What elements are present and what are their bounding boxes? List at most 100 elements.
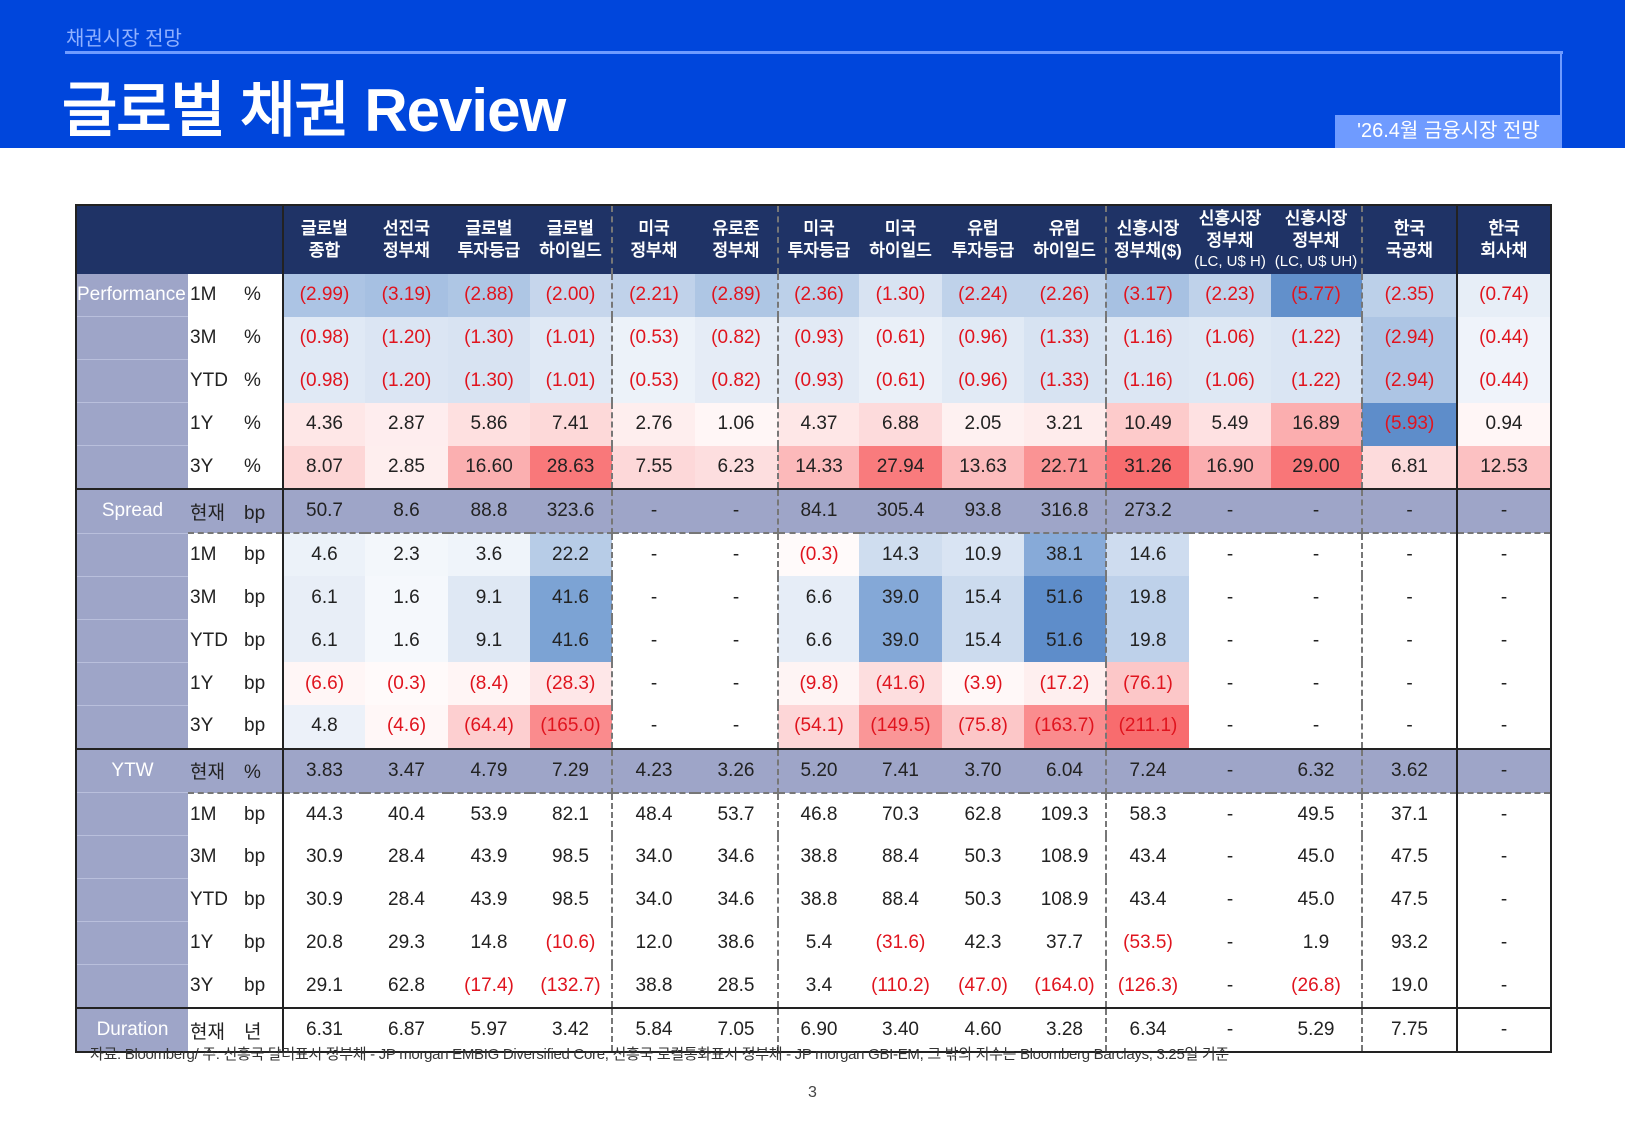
column-header: 신흥시장 정부채 (LC, U$ UH)	[1271, 205, 1363, 274]
section-label	[76, 792, 188, 836]
table-cell: 53.9	[470, 803, 508, 825]
table-cell: 108.9	[1024, 835, 1107, 879]
table-cell: 28.5	[695, 964, 779, 1008]
row-period: 3M	[190, 846, 217, 867]
column-header-line: 미국	[638, 219, 670, 238]
row-unit: bp	[244, 715, 266, 737]
table-cell: 19.8	[1106, 619, 1189, 662]
table-cell: 47.5	[1362, 878, 1458, 922]
table-cell: 0.94	[1457, 402, 1551, 446]
column-header: 신흥시장 정부채 (LC, U$ H)	[1189, 205, 1271, 274]
table-cell: (3.19)	[365, 274, 448, 317]
table-cell: (41.6)	[859, 662, 942, 705]
row-unit: bp	[244, 502, 266, 524]
row-period: 현재	[190, 1021, 225, 1043]
row-period: 1Y	[190, 413, 214, 434]
table-cell: 15.4	[942, 619, 1024, 662]
column-header: 유럽 투자등급	[942, 205, 1024, 274]
source-footnote: 자료: Bloomberg/ 주: 신흥국 달러표시 정부채 - JP morg…	[90, 1046, 1229, 1063]
table-cell: -	[1362, 488, 1458, 534]
table-cell: -	[695, 488, 779, 534]
row-period-unit: 1Y bp	[188, 921, 284, 965]
table-cell: -	[650, 544, 658, 565]
table-cell: 109.3	[1024, 792, 1107, 836]
table-cell: 39.0	[859, 619, 942, 662]
column-header: 유럽 하이일드	[1024, 205, 1107, 274]
table-cell: 98.5	[530, 878, 613, 922]
table-row: 3M% (0.98) (1.20) (1.30) (1.01) (0.53) (0.82)(…	[76, 316, 1551, 360]
column-header-note: (LC, U$ H)	[1194, 253, 1266, 270]
section-label	[76, 835, 188, 879]
table-cell: 108.9	[1024, 878, 1107, 922]
table-cell: (1.06)	[1189, 359, 1271, 403]
table-cell: 93.2	[1362, 921, 1458, 965]
column-header-line: 유럽	[1048, 219, 1081, 238]
table-cell: (2.94)	[1362, 316, 1458, 360]
page-header-banner: 채권시장 전망 글로벌 채권 Review '26.4월 금융시장 전망	[0, 0, 1625, 148]
table-cell: (1.01)	[530, 359, 613, 403]
row-period: 1Y	[190, 932, 214, 953]
column-header-line: 정부채	[630, 241, 678, 260]
table-cell: 22.2	[530, 533, 613, 576]
table-row: 1Y% 4.36 2.87 5.86 7.41 2.76 1.06 4.37 6.88 2.05 3…	[76, 402, 1551, 446]
table-cell: -	[650, 715, 658, 737]
column-header-line: 투자등급	[457, 241, 521, 260]
table-cell: 19.8	[1106, 576, 1189, 619]
table-cell: 5.20	[778, 747, 859, 794]
table-cell: 3.21	[1024, 402, 1107, 446]
table-cell: 28.4	[388, 889, 425, 910]
table-cell: 28.4	[388, 846, 425, 867]
page-title: 글로벌 채권 Review	[62, 77, 566, 144]
table-cell: 44.3	[306, 803, 343, 825]
row-unit: 년	[244, 1021, 262, 1043]
row-period-unit: 1M bp	[188, 792, 284, 836]
row-period: 현재	[190, 762, 225, 783]
table-cell: 4.8	[283, 705, 365, 749]
table-cell: 7.75	[1362, 1007, 1458, 1052]
section-label	[76, 316, 188, 360]
table-cell: 20.8	[306, 932, 343, 953]
table-cell: -	[1457, 747, 1551, 794]
table-cell: (5.93)	[1362, 402, 1458, 446]
table-cell: (1.22)	[1271, 359, 1363, 403]
table-cell: (0.96)	[942, 316, 1024, 360]
table-cell: -	[1226, 672, 1234, 694]
row-period-unit: 3Y bp	[188, 964, 284, 1008]
table-cell: (0.96)	[942, 359, 1024, 403]
section-label: 채권시장 전망	[66, 28, 182, 50]
table-cell: (1.33)	[1024, 359, 1107, 403]
table-row: 3M bp 6.1 1.6 9.1 41.6- -6.6 39.0 15.4 51.6 19.8- -…	[76, 576, 1551, 620]
table-cell: 46.8	[800, 803, 838, 825]
table-row: Duration 현재 년 6.31 6.87 5.97 3.42 5.84 7.05 6.90 3…	[76, 1007, 1551, 1053]
table-cell: 6.1	[283, 619, 365, 662]
table-cell: 4.79	[448, 747, 530, 794]
table-cell: 6.1	[283, 576, 365, 619]
table-cell: (2.23)	[1189, 274, 1271, 317]
table-cell: (54.1)	[778, 705, 859, 749]
table-row: 3Y bp 29.1 62.8 (17.4) (132.7) 38.8 28.5 3.4 (110…	[76, 964, 1551, 1009]
header-divider	[65, 51, 1563, 54]
table-cell: 323.6	[530, 488, 613, 534]
table-cell: (0.61)	[859, 316, 942, 360]
column-header-line: 신흥시장	[1116, 219, 1180, 238]
table-cell: (0.44)	[1457, 316, 1551, 360]
table-cell: 6.32	[1271, 747, 1363, 794]
table-cell: (2.24)	[942, 274, 1024, 317]
table-cell: 7.29	[530, 747, 613, 794]
column-header-line: 신흥시장	[1198, 209, 1262, 228]
table-cell: -	[1500, 889, 1508, 910]
row-period-unit: 현재 bp	[188, 488, 284, 534]
report-badge: '26.4월 금융시장 전망	[1335, 115, 1562, 148]
section-label: Duration	[76, 1007, 188, 1053]
table-cell: (0.61)	[859, 359, 942, 403]
column-header-line: 선진국	[383, 219, 430, 238]
column-header: 신흥시장 정부채($)	[1106, 205, 1189, 274]
table-cell: -	[1271, 662, 1363, 705]
table-cell: 88.4	[882, 846, 919, 867]
table-cell: (1.20)	[365, 316, 448, 360]
global-bond-review-table: 글로벌 종합 선진국 정부채 글로벌 투자등급 글로벌 하이일드 미국 정부채 유로존 정부채 미국 투자…	[75, 204, 1552, 1053]
table-cell: 3.4	[805, 974, 833, 996]
row-period: YTD	[190, 629, 228, 651]
table-cell: 38.8	[800, 846, 838, 867]
table-cell: 3.42	[530, 1007, 613, 1052]
